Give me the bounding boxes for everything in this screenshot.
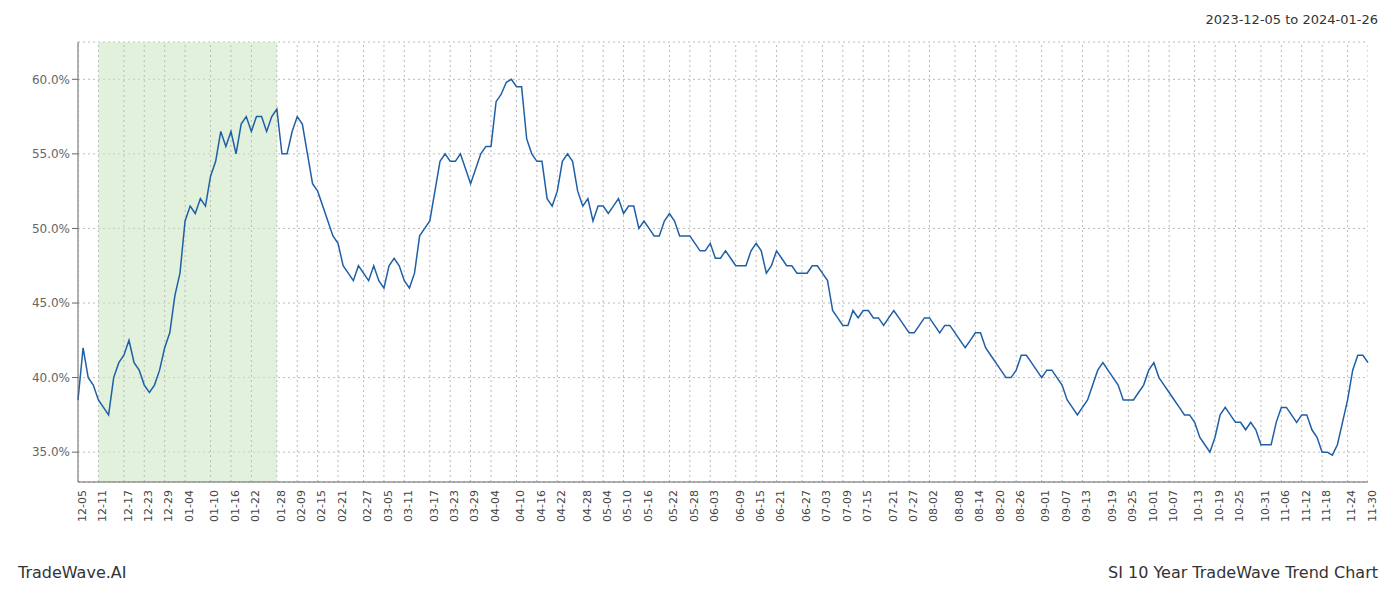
svg-text:01-28: 01-28 [275, 490, 288, 522]
svg-text:01-10: 01-10 [208, 490, 221, 522]
svg-text:02-15: 02-15 [315, 490, 328, 522]
svg-text:05-22: 05-22 [667, 490, 680, 522]
svg-text:03-29: 03-29 [468, 490, 481, 522]
svg-text:12-23: 12-23 [142, 490, 155, 522]
svg-text:02-27: 02-27 [361, 490, 374, 522]
svg-text:01-16: 01-16 [229, 490, 242, 522]
svg-text:06-03: 06-03 [708, 490, 721, 522]
svg-text:05-04: 05-04 [601, 490, 614, 522]
svg-text:09-07: 09-07 [1060, 490, 1073, 522]
svg-text:03-05: 03-05 [382, 490, 395, 522]
svg-text:40.0%: 40.0% [32, 371, 70, 385]
svg-text:06-09: 06-09 [734, 490, 747, 522]
svg-text:45.0%: 45.0% [32, 296, 70, 310]
html-text:SI 10 Year TradeWave Trend Cha: SI 10 Year TradeWave Trend Chart [1108, 563, 1378, 582]
svg-text:11-12: 11-12 [1300, 490, 1313, 522]
svg-text:09-19: 09-19 [1106, 490, 1119, 522]
svg-text:01-22: 01-22 [249, 490, 262, 522]
svg-text:07-03: 07-03 [820, 490, 833, 522]
svg-text:04-28: 04-28 [581, 490, 594, 522]
svg-text:09-13: 09-13 [1080, 490, 1093, 522]
svg-text:07-15: 07-15 [861, 490, 874, 522]
svg-text:35.0%: 35.0% [32, 445, 70, 459]
svg-text:06-21: 06-21 [774, 490, 787, 522]
svg-text:05-28: 05-28 [688, 490, 701, 522]
svg-text:05-10: 05-10 [621, 490, 634, 522]
svg-text:11-24: 11-24 [1345, 490, 1358, 522]
svg-text:07-27: 07-27 [907, 490, 920, 522]
svg-text:60.0%: 60.0% [32, 73, 70, 87]
svg-text:07-09: 07-09 [841, 490, 854, 522]
svg-text:08-08: 08-08 [953, 490, 966, 522]
svg-text:09-01: 09-01 [1039, 490, 1052, 522]
svg-text:11-06: 11-06 [1279, 490, 1292, 522]
svg-text:12-17: 12-17 [122, 490, 135, 522]
svg-text:12-11: 12-11 [96, 490, 109, 522]
svg-text:01-04: 01-04 [183, 490, 196, 522]
svg-text:02-21: 02-21 [336, 490, 349, 522]
svg-text:10-07: 10-07 [1167, 490, 1180, 522]
svg-text:08-20: 08-20 [994, 490, 1007, 522]
svg-text:03-17: 03-17 [428, 490, 441, 522]
svg-text:08-02: 08-02 [927, 490, 940, 522]
svg-text:05-16: 05-16 [642, 490, 655, 522]
svg-text:12-29: 12-29 [162, 490, 175, 522]
svg-text:11-18: 11-18 [1320, 490, 1333, 522]
svg-text:08-26: 08-26 [1014, 490, 1027, 522]
svg-text:04-16: 04-16 [535, 490, 548, 522]
svg-text:09-25: 09-25 [1126, 490, 1139, 522]
svg-text:50.0%: 50.0% [32, 222, 70, 236]
svg-text:04-04: 04-04 [489, 490, 502, 522]
svg-text:10-13: 10-13 [1192, 490, 1205, 522]
svg-text:03-11: 03-11 [402, 490, 415, 522]
svg-text:02-09: 02-09 [295, 490, 308, 522]
svg-text:07-21: 07-21 [887, 490, 900, 522]
svg-text:06-15: 06-15 [754, 490, 767, 522]
svg-text:10-19: 10-19 [1213, 490, 1226, 522]
svg-text:06-27: 06-27 [800, 490, 813, 522]
svg-text:10-31: 10-31 [1259, 490, 1272, 522]
html-text:TradeWave.AI: TradeWave.AI [18, 563, 127, 582]
svg-text:10-25: 10-25 [1233, 490, 1246, 522]
svg-text:04-10: 04-10 [514, 490, 527, 522]
svg-text:08-14: 08-14 [973, 490, 986, 522]
svg-text:10-01: 10-01 [1147, 490, 1160, 522]
html-text:2023-12-05 to 2024-01-26: 2023-12-05 to 2024-01-26 [1205, 12, 1378, 27]
svg-text:12-05: 12-05 [76, 490, 89, 522]
svg-text:55.0%: 55.0% [32, 147, 70, 161]
svg-text:03-23: 03-23 [448, 490, 461, 522]
svg-text:04-22: 04-22 [555, 490, 568, 522]
svg-text:11-30: 11-30 [1366, 490, 1379, 522]
